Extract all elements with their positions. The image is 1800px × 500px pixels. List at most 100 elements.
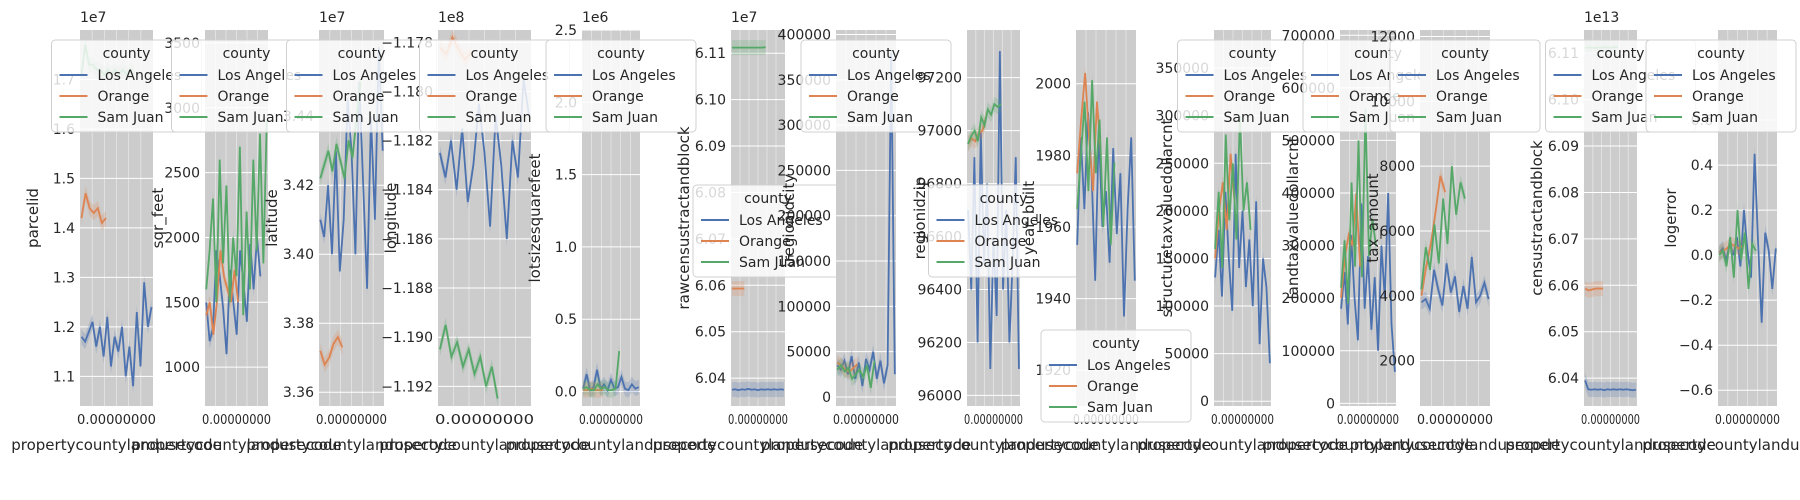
confidence-band-orange <box>837 354 858 380</box>
y-tick-label: 6.06 <box>695 278 726 294</box>
y-tick-label: 0 <box>822 390 831 406</box>
x-axis-label: propertycountylandusecode <box>11 436 222 454</box>
y-tick-label: 150000 <box>1156 251 1209 267</box>
x-axis-label: propertycountylandusecode <box>1001 436 1212 454</box>
y-tick-label: 2.5 <box>555 23 577 39</box>
axis-offset-label: 1e7 <box>80 10 106 26</box>
y-tick-label: 96200 <box>917 335 962 351</box>
subplot-parcelid: 1.11.21.31.41.51.61.71e7parcelid0.000000… <box>11 10 222 454</box>
legend: county Los Angeles Orange Sam Juan <box>1040 329 1192 423</box>
x-axis-label: propertycountylandusecode <box>1137 436 1348 454</box>
x-tick-labels: 0.00000000 <box>1417 413 1493 428</box>
x-axis-label: propertycountylandusecode <box>131 436 342 454</box>
y-tick-label: 6.11 <box>695 46 726 62</box>
legend-entry: Los Angeles <box>333 68 417 84</box>
legend-entry: Orange <box>975 234 1027 250</box>
legend-entry: Orange <box>592 89 644 105</box>
legend-box <box>545 39 697 133</box>
y-tick-label: 2000 <box>1379 354 1415 370</box>
y-tick-label: 0 <box>1200 394 1209 410</box>
legend-entry: Sam Juan <box>739 255 805 271</box>
legend: county Los Angeles Orange Sam Juan <box>692 184 844 278</box>
y-axis-label: tax_amount <box>1364 173 1383 262</box>
legend: county Los Angeles Orange Sam Juan <box>928 184 1079 278</box>
x-axis-label: propertycountylandusecode <box>1642 436 1800 454</box>
y-axis-label: landtaxvaluedollarcnt <box>1284 136 1302 299</box>
series-line-orange <box>1076 72 1102 192</box>
legend-entry: Sam Juan <box>466 110 532 126</box>
axis-offset-label: 1e8 <box>438 10 464 26</box>
legend-box <box>1645 39 1797 133</box>
confidence-band-sam-juan <box>583 343 620 398</box>
y-tick-label: 500000 <box>1282 133 1335 149</box>
legend-entry: Los Angeles <box>466 68 550 84</box>
x-axis-label: propertycountylandusecode <box>888 436 1099 454</box>
series-line-sam-juan <box>319 81 362 179</box>
y-tick-label: 1500 <box>164 295 200 311</box>
y-tick-label: 8000 <box>1379 159 1415 175</box>
x-tick-labels: 0.00000000 <box>1581 413 1640 428</box>
legend-entry: Sam Juan <box>1224 110 1290 126</box>
legend-box <box>1040 329 1192 423</box>
y-tick-label: 3.36 <box>283 385 314 401</box>
legend-title: county <box>338 46 386 62</box>
y-tick-label: −0.4 <box>1679 338 1713 354</box>
y-tick-label: 3.42 <box>283 178 314 194</box>
y-axis-label: censustractandblock <box>1528 140 1546 296</box>
legend-entry: Orange <box>1436 89 1488 105</box>
legend: county Los Angeles Orange Sam Juan <box>1645 39 1797 133</box>
y-tick-label: 250000 <box>1156 156 1209 172</box>
y-axis-label: longitude <box>382 183 400 254</box>
series-line-orange <box>1214 153 1236 259</box>
series-line-los-angeles <box>438 79 531 239</box>
series-line-sam-juan <box>1076 80 1116 245</box>
legend-entry: Sam Juan <box>1692 110 1758 126</box>
subplot-year_built: 19201940196019802000year_built0.00000000… <box>1001 30 1212 454</box>
y-tick-label: −0.6 <box>1679 383 1713 399</box>
x-tick-labels: 0.00000000 <box>579 413 643 428</box>
x-axis-label: propertycountylandusecode <box>379 436 590 454</box>
confidence-band-los-angeles <box>837 45 895 394</box>
legend: county Los Angeles Orange Sam Juan <box>1389 39 1541 133</box>
y-axis-label: lotsizesquarefeet <box>526 153 544 282</box>
legend-entry: Orange <box>1087 379 1139 395</box>
legend-entry: Orange <box>1692 89 1744 105</box>
legend-entry: Los Angeles <box>98 68 182 84</box>
y-tick-label: −1.192 <box>381 379 433 395</box>
y-tick-label: 200000 <box>1282 291 1335 307</box>
legend-entry: Orange <box>1224 89 1276 105</box>
y-tick-label: −1.184 <box>381 183 433 199</box>
y-tick-label: 6.09 <box>1548 139 1579 155</box>
series-line-sam-juan <box>1718 210 1757 289</box>
legend-entry: Sam Juan <box>975 255 1041 271</box>
x-axis-label: propertycountylandusecode <box>1263 436 1474 454</box>
y-tick-label: 0.4 <box>1691 158 1713 174</box>
legend: county Los Angeles Orange Sam Juan <box>419 39 570 133</box>
subplot-sqr_feet: 100015002000250030003500sqr_feet0.000000… <box>131 30 342 454</box>
subplot-logerror: −0.6−0.4−0.20.00.20.40.6logerror0.000000… <box>1642 30 1800 454</box>
y-tick-label: 4000 <box>1379 289 1415 305</box>
legend-entry: Los Angeles <box>1692 68 1776 84</box>
series-line-sam-juan <box>967 102 1002 145</box>
x-tick-labels: 0.00000000 <box>202 413 271 428</box>
legend: county Los Angeles Orange Sam Juan <box>51 39 202 133</box>
y-tick-label: 100000 <box>1282 344 1335 360</box>
y-tick-label: −1.186 <box>381 232 433 248</box>
series-line-sam-juan <box>438 324 499 399</box>
axis-offset-label: 1e6 <box>582 10 609 26</box>
legend-title: county <box>1697 46 1745 62</box>
legend-entry: Los Angeles <box>218 68 302 84</box>
y-tick-label: 250000 <box>778 163 831 179</box>
subplot-regionidcity: 0500001000001500002000002500003000003500… <box>761 28 972 454</box>
legend-title: county <box>103 46 151 62</box>
y-axis-label: latitude <box>263 189 281 247</box>
legend-entry: Los Angeles <box>975 213 1059 229</box>
legend-entry: Orange <box>466 89 518 105</box>
legend-title: county <box>597 46 645 62</box>
confidence-band-orange <box>968 109 987 152</box>
x-tick-labels: 0.00000000 <box>964 413 1023 428</box>
legend-title: county <box>1092 336 1140 352</box>
series-line-sam-juan <box>836 360 876 389</box>
legend-entry: Los Angeles <box>592 68 676 84</box>
